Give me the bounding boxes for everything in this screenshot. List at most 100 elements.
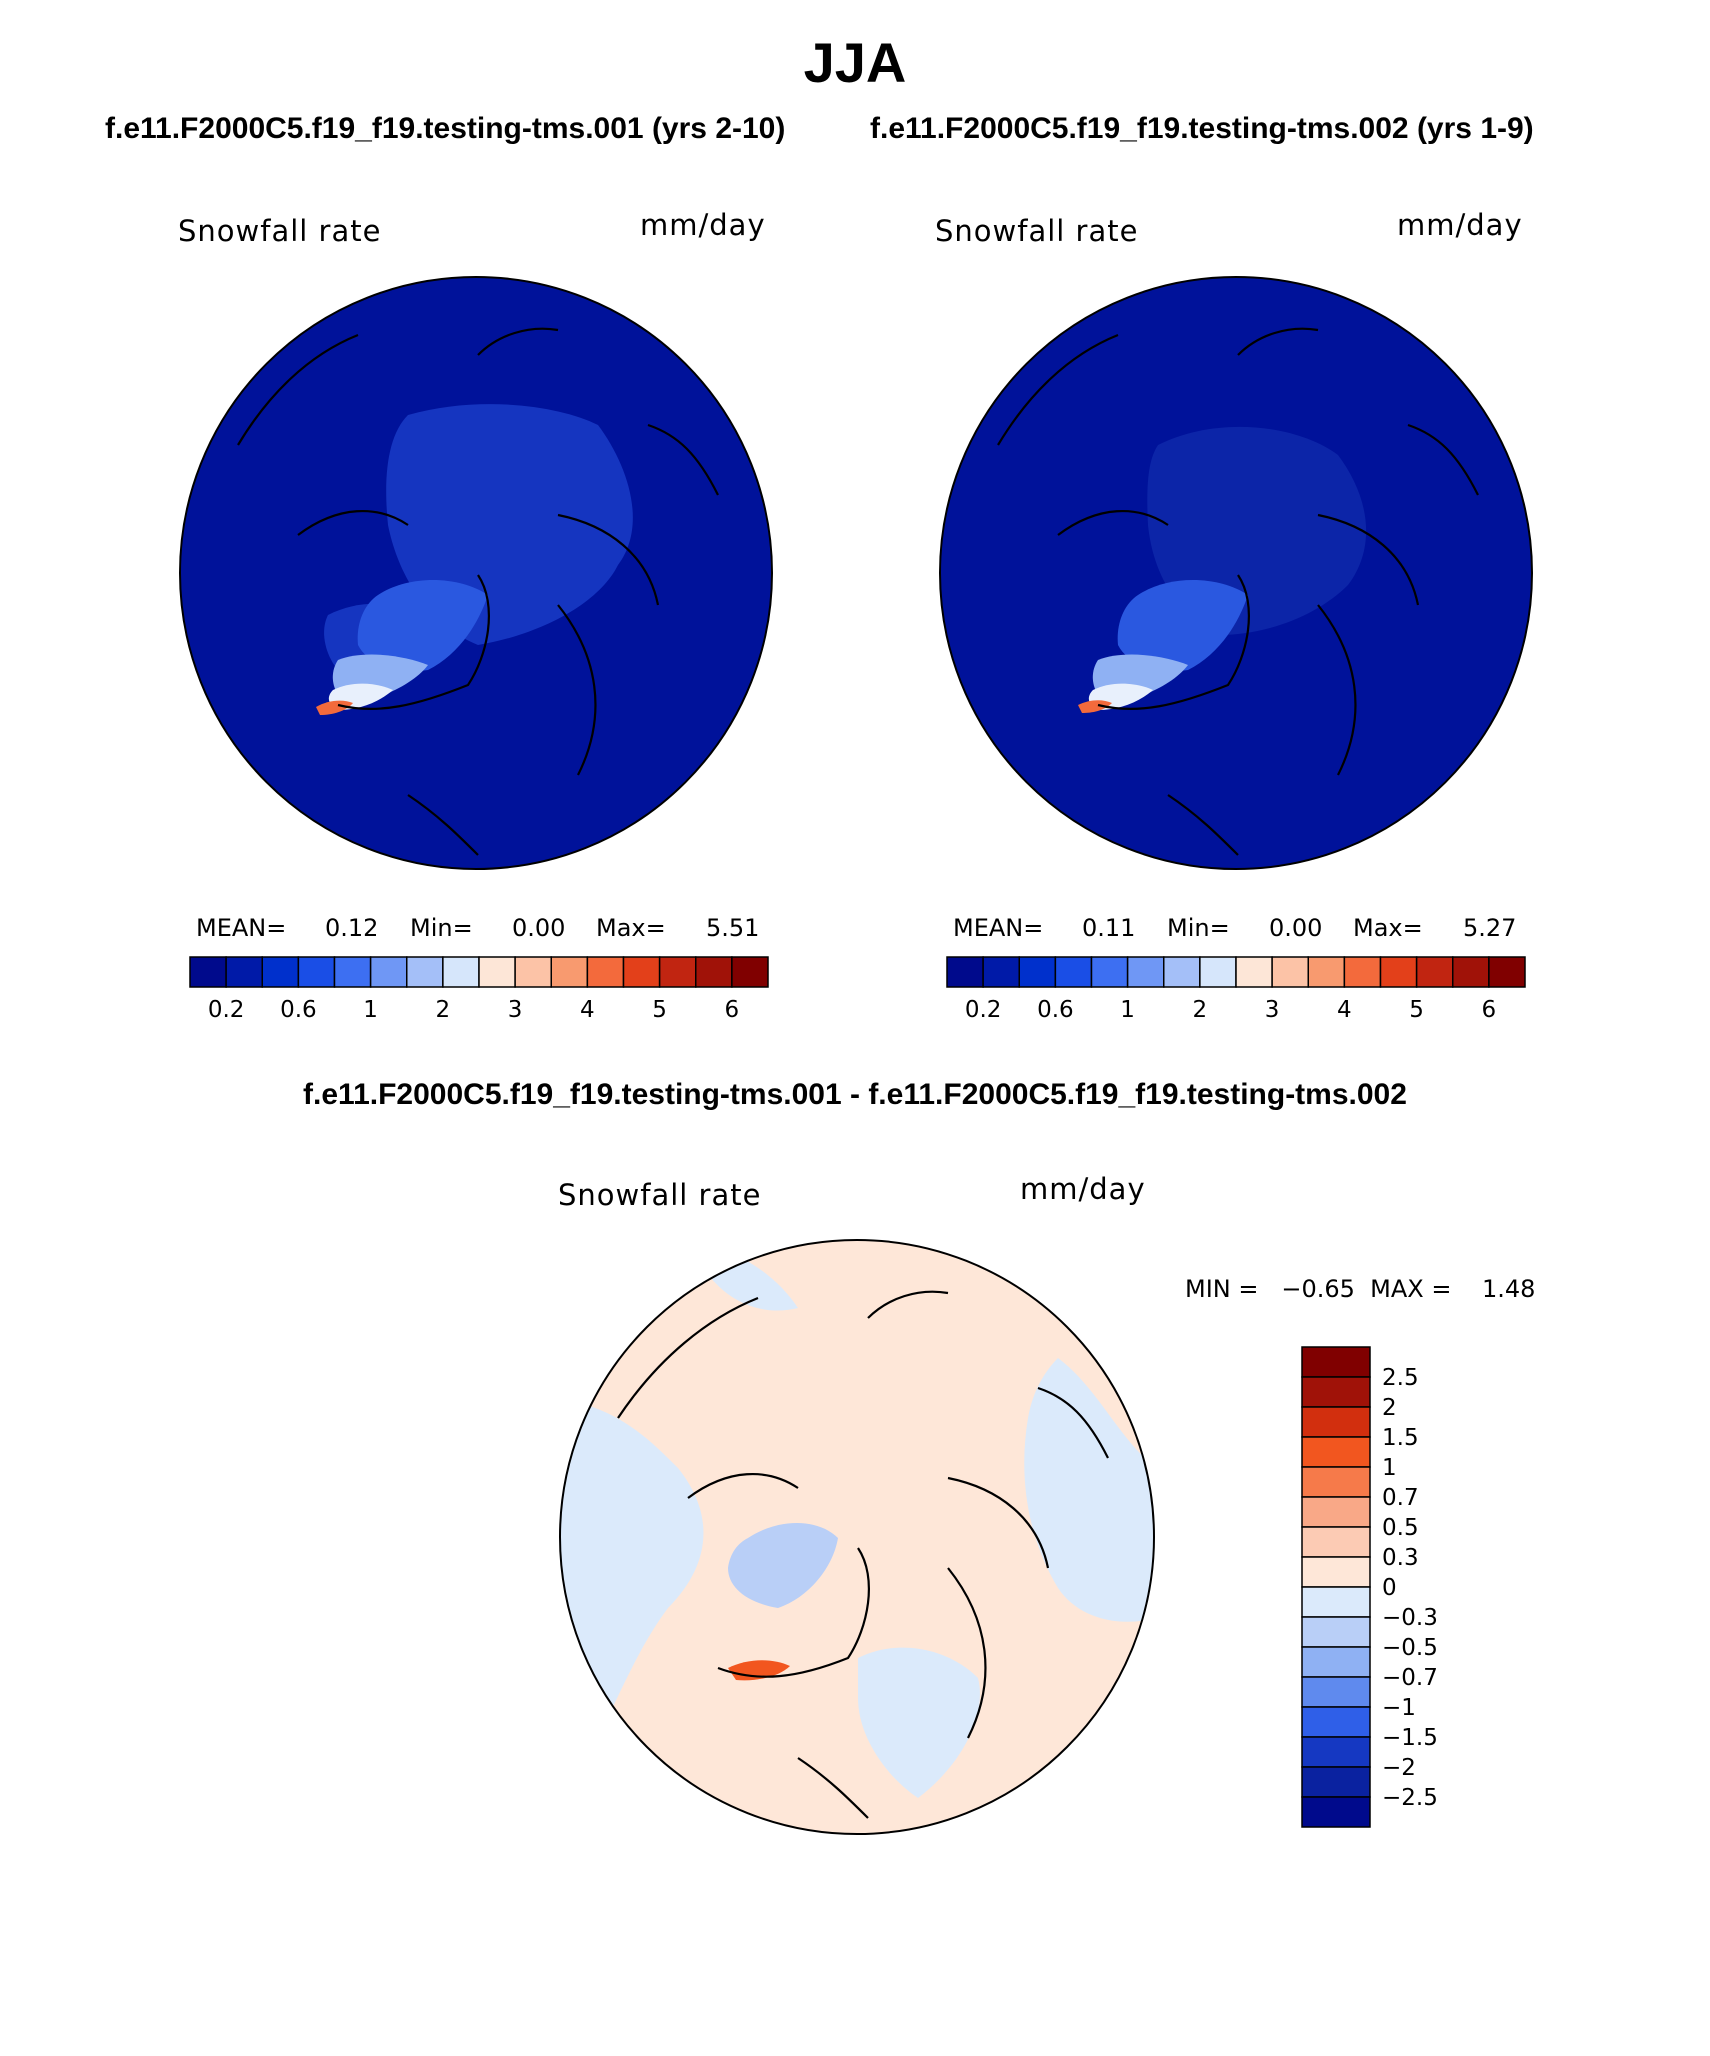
colorbar-tick-label: −1 <box>1382 1695 1416 1721</box>
left-units-label: mm/day <box>640 208 766 242</box>
colorbar-swatch <box>1301 1646 1371 1678</box>
left-max-label: Max= <box>596 914 666 942</box>
colorbar-swatch <box>225 956 263 988</box>
colorbar-swatch <box>297 956 336 988</box>
colorbar-tick-label: 3 <box>508 997 523 1023</box>
colorbar-tick-label: 2 <box>436 997 451 1023</box>
colorbar-tick-label: 1.5 <box>1382 1425 1419 1451</box>
colorbar-swatch <box>1301 1676 1371 1708</box>
colorbar-swatch <box>1452 956 1490 988</box>
left-greenland-max <box>316 700 353 715</box>
colorbar-swatch <box>695 956 733 988</box>
diff-polar-map <box>559 1239 1155 1835</box>
colorbar-swatch <box>1301 1586 1371 1618</box>
right-min-label: Min= <box>1167 914 1230 942</box>
colorbar-swatch <box>369 956 408 988</box>
colorbar-swatch <box>1301 1736 1371 1768</box>
colorbar-swatch <box>261 956 300 988</box>
colorbar-swatch <box>406 956 444 988</box>
colorbar-swatch <box>1488 956 1526 988</box>
colorbar-tick-label: 0.7 <box>1382 1485 1419 1511</box>
colorbar-tick-label: −0.7 <box>1382 1665 1438 1691</box>
colorbar-swatch <box>1301 1526 1371 1558</box>
right-min-value: 0.00 <box>1269 914 1323 942</box>
colorbar-swatch <box>1301 1766 1371 1798</box>
colorbar-swatch <box>622 956 661 988</box>
colorbar-swatch <box>1235 956 1273 988</box>
left-min-value: 0.00 <box>512 914 566 942</box>
colorbar-swatch <box>514 956 552 988</box>
diff-variable-label: Snowfall rate <box>558 1178 762 1212</box>
colorbar-swatch <box>1018 956 1057 988</box>
colorbar-tick-label: 6 <box>1482 997 1497 1023</box>
left-min-label: Min= <box>410 914 473 942</box>
colorbar-swatch <box>982 956 1020 988</box>
colorbar-swatch <box>1301 1466 1371 1498</box>
colorbar-tick-label: 0.6 <box>280 997 317 1023</box>
colorbar-tick-label: 2.5 <box>1382 1365 1419 1391</box>
colorbar-swatch <box>189 956 227 988</box>
left-panel-title: f.e11.F2000C5.f19_f19.testing-tms.001 (y… <box>105 112 786 145</box>
diff-min-max: MIN = −0.65 MAX = 1.48 <box>1185 1275 1536 1303</box>
diff-title: f.e11.F2000C5.f19_f19.testing-tms.001 - … <box>303 1078 1407 1111</box>
left-mean-value: 0.12 <box>325 914 379 942</box>
right-map-border <box>939 276 1533 870</box>
colorbar-tick-label: 2 <box>1193 997 1208 1023</box>
right-max-label: Max= <box>1353 914 1423 942</box>
right-greenland-max <box>1078 700 1112 713</box>
right-polar-map <box>939 276 1533 870</box>
colorbar-swatch <box>731 956 769 988</box>
colorbar-swatch <box>1379 956 1418 988</box>
colorbar-swatch <box>442 956 480 988</box>
colorbar-swatch <box>1301 1376 1371 1408</box>
diff-colorbar: 2.5 2 1.5 1 0.7 0.5 0.3 0 −0.3 −0.5 −0.7 −1 −1.5 −2 −2… <box>1301 1346 1438 1828</box>
right-coastlines <box>997 327 1479 856</box>
colorbar-swatch <box>1307 956 1346 988</box>
colorbar-swatch <box>1301 1436 1371 1468</box>
colorbar-swatch <box>1090 956 1129 988</box>
colorbar-tick-label: 0.3 <box>1382 1545 1419 1571</box>
left-map-border <box>179 276 773 870</box>
colorbar-swatch <box>1415 956 1454 988</box>
diff-neg-region-south <box>858 1647 980 1798</box>
colorbar-swatch <box>1301 1496 1371 1528</box>
colorbar-swatch <box>1343 956 1382 988</box>
colorbar-swatch <box>1301 1406 1371 1438</box>
right-mean-label: MEAN= <box>953 914 1044 942</box>
right-colorbar: 0.2 0.6 1 2 3 4 5 6 <box>946 956 1526 1023</box>
colorbar-tick-label: −2 <box>1382 1755 1416 1781</box>
colorbar-swatch <box>1301 1616 1371 1648</box>
colorbar-swatch <box>586 956 625 988</box>
left-max-value: 5.51 <box>706 914 760 942</box>
left-colorbar: 0.2 0.6 1 2 3 4 5 6 <box>189 956 769 1023</box>
colorbar-tick-label: −0.3 <box>1382 1605 1438 1631</box>
right-units-label: mm/day <box>1397 208 1523 242</box>
colorbar-tick-label: 4 <box>1337 997 1352 1023</box>
right-mean-value: 0.11 <box>1082 914 1136 942</box>
right-variable-label: Snowfall rate <box>935 214 1139 248</box>
colorbar-swatch <box>1271 956 1309 988</box>
colorbar-tick-label: 0 <box>1382 1575 1397 1601</box>
colorbar-swatch <box>1126 956 1165 988</box>
colorbar-tick-label: 0.2 <box>208 997 245 1023</box>
diff-map-border <box>559 1239 1155 1835</box>
colorbar-tick-label: 1 <box>363 997 378 1023</box>
right-greenland-outer <box>1117 580 1248 672</box>
colorbar-swatch <box>550 956 589 988</box>
colorbar-tick-label: 6 <box>725 997 740 1023</box>
colorbar-swatch <box>1301 1796 1371 1828</box>
colorbar-tick-label: 0.2 <box>965 997 1002 1023</box>
colorbar-swatch <box>1301 1706 1371 1738</box>
left-coastlines <box>237 327 719 856</box>
colorbar-tick-label: 1 <box>1120 997 1135 1023</box>
colorbar-swatch <box>478 956 516 988</box>
colorbar-swatch <box>946 956 984 988</box>
right-panel-title: f.e11.F2000C5.f19_f19.testing-tms.002 (y… <box>870 112 1534 145</box>
left-greenland-outer <box>357 580 488 672</box>
colorbar-tick-label: 0.6 <box>1037 997 1074 1023</box>
diff-greenland-neg <box>728 1523 838 1608</box>
colorbar-tick-label: 5 <box>1409 997 1424 1023</box>
colorbar-tick-label: 5 <box>652 997 667 1023</box>
colorbar-tick-label: −0.5 <box>1382 1635 1438 1661</box>
diff-neg-region-west <box>560 1398 704 1758</box>
